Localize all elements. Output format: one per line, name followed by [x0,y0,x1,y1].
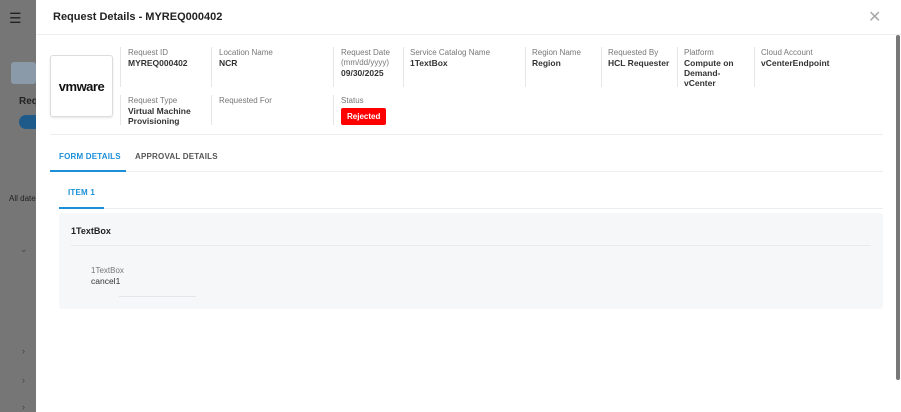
field-region-name: Region Name Region [532,48,581,68]
tab-item-1[interactable]: ITEM 1 [68,188,95,197]
close-icon[interactable]: ✕ [868,9,882,26]
chevron-right-icon[interactable]: › [22,346,25,356]
field-platform: Platform Compute on Demand-vCenter [684,48,734,88]
scrollbar[interactable] [896,35,900,380]
active-tab-indicator [50,170,126,172]
request-details-modal [36,0,901,412]
dashboard-icon[interactable] [11,62,36,84]
active-item-indicator [59,207,104,209]
chevron-down-icon[interactable]: ⌄ [20,244,28,254]
background-heading: Req [19,96,38,107]
textbox-value[interactable]: cancel1 [91,276,121,286]
field-requested-for: Requested For [219,96,272,105]
field-requested-by: Requested By HCL Requester [608,48,670,68]
divider [36,34,901,35]
field-service-catalog: Service Catalog Name 1TextBox [410,48,491,68]
vmware-logo: vmware [50,55,113,117]
status-badge: Rejected [341,108,387,125]
tab-approval-details[interactable]: APPROVAL DETAILS [135,152,218,161]
background-button[interactable] [19,115,36,129]
hamburger-icon[interactable]: ☰ [9,10,22,26]
field-request-type: Request Type Virtual Machine Provisioning [128,96,191,126]
modal-title: Request Details - MYREQ000402 [53,11,223,23]
field-location-name: Location Name NCR [219,48,273,68]
field-status: Status Rejected [341,96,441,125]
field-request-id: Request ID MYREQ000402 [128,48,188,68]
background-filter: All date [9,194,36,203]
card-title: 1TextBox [71,226,111,236]
background-page: ☰ Req All date ⌄ › › › [0,0,38,412]
tab-form-details[interactable]: FORM DETAILS [59,152,121,161]
chevron-right-icon[interactable]: › [22,402,25,412]
field-cloud-account: Cloud Account vCenterEndpoint [761,48,830,68]
textbox-label: 1TextBox [91,266,124,275]
chevron-right-icon[interactable]: › [22,375,25,385]
divider [50,134,883,135]
form-card [59,213,883,309]
field-request-date: Request Date (mm/dd/yyyy) 09/30/2025 [341,48,390,78]
